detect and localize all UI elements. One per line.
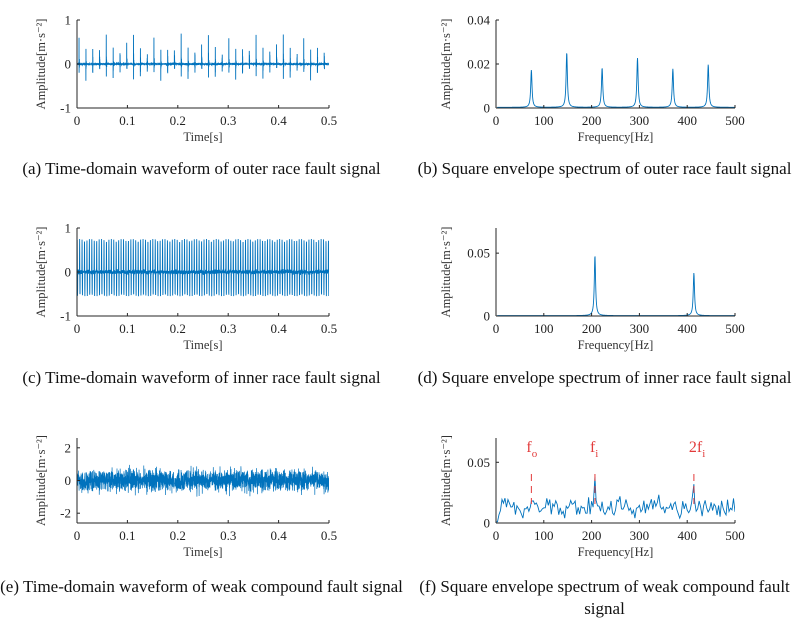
x-tick-label-f: 200 bbox=[582, 528, 602, 543]
x-tick-label-d: 300 bbox=[630, 321, 650, 336]
series-line-a bbox=[77, 33, 329, 81]
y-tick-label-b: 0 bbox=[484, 101, 491, 116]
caption-e: (e) Time-domain waveform of weak compoun… bbox=[0, 577, 403, 596]
x-tick-label-b: 0 bbox=[493, 113, 500, 128]
x-tick-label-e: 0.3 bbox=[220, 528, 236, 543]
x-tick-label-f: 400 bbox=[677, 528, 697, 543]
y-tick-label-c: -1 bbox=[60, 309, 71, 324]
x-tick-label-b: 500 bbox=[725, 113, 745, 128]
x-axis-label-b: Frequency[Hz] bbox=[578, 130, 654, 144]
y-tick-label-d: 0 bbox=[484, 309, 491, 324]
x-tick-label-a: 0.4 bbox=[270, 113, 287, 128]
x-tick-label-d: 0 bbox=[493, 321, 500, 336]
chart-e: 0 0.1 0.2 0.3 0.4 0.520-2Time[s]Amplitude[m·s… bbox=[34, 435, 337, 559]
x-tick-label-e: 0.5 bbox=[321, 528, 337, 543]
y-tick-label-b: 0.02 bbox=[467, 57, 490, 72]
y-tick-label-c: 1 bbox=[65, 221, 72, 236]
annotation-label-fi: fi bbox=[590, 439, 598, 460]
caption-b: (b) Square envelope spectrum of outer ra… bbox=[417, 159, 792, 178]
x-tick-label-d: 400 bbox=[677, 321, 697, 336]
x-tick-label-c: 0.2 bbox=[170, 321, 186, 336]
annotation-label-fo: fo bbox=[526, 439, 537, 460]
y-tick-label-a: -1 bbox=[60, 101, 71, 116]
caption-f: (f) Square envelope spectrum of weak com… bbox=[419, 577, 790, 618]
x-tick-label-e: 0.4 bbox=[270, 528, 287, 543]
y-axis-label-c: Amplitude[m·s⁻²] bbox=[34, 227, 48, 318]
y-axis-label-f: Amplitude[m·s⁻²] bbox=[439, 435, 453, 526]
x-axis-label-e: Time[s] bbox=[183, 545, 222, 559]
caption-d: (d) Square envelope spectrum of inner ra… bbox=[417, 368, 792, 387]
chart-b: 0 100 200 300 400 500 0.04 0.02 0 Frequency[Hz] Am… bbox=[439, 13, 745, 145]
caption-a: (a) Time-domain waveform of outer race f… bbox=[22, 159, 381, 178]
chart-a: 0 0.1 0.2 0.3 0.4 0.510-1Time[s]Amplitude[m·s… bbox=[34, 13, 337, 145]
x-tick-label-d: 100 bbox=[534, 321, 554, 336]
x-tick-label-a: 0.1 bbox=[119, 113, 135, 128]
y-axis-label-e: Amplitude[m·s⁻²] bbox=[34, 435, 48, 526]
x-tick-label-e: 0.2 bbox=[170, 528, 186, 543]
x-tick-label-f: 100 bbox=[534, 528, 554, 543]
chart-d: 0 100 200 300 400 500 0.05 0 Frequency[Hz] Amplit… bbox=[439, 227, 745, 352]
x-tick-label-b: 300 bbox=[630, 113, 650, 128]
chart-f: 0 100 200 300 400 500 0.05 0 Frequency[Hz] Amplit… bbox=[439, 435, 745, 559]
x-axis-label-c: Time[s] bbox=[183, 338, 222, 352]
x-tick-label-d: 500 bbox=[725, 321, 745, 336]
x-tick-label-c: 0.5 bbox=[321, 321, 337, 336]
x-tick-label-e: 0 bbox=[74, 528, 81, 543]
x-tick-label-f: 0 bbox=[493, 528, 500, 543]
y-tick-label-c: 0 bbox=[65, 265, 72, 280]
x-tick-label-a: 0.5 bbox=[321, 113, 337, 128]
x-tick-label-b: 100 bbox=[534, 113, 554, 128]
y-axis-label-b: Amplitude[m·s⁻²] bbox=[439, 19, 453, 110]
series-line-c bbox=[77, 238, 329, 297]
caption-c: (c) Time-domain waveform of inner race f… bbox=[22, 368, 381, 387]
x-tick-label-a: 0.2 bbox=[170, 113, 186, 128]
series-line-b bbox=[496, 53, 735, 108]
x-tick-label-a: 0.3 bbox=[220, 113, 236, 128]
y-tick-label-a: 0 bbox=[65, 57, 72, 72]
series-line-e bbox=[77, 464, 329, 497]
x-tick-label-d: 200 bbox=[582, 321, 602, 336]
chart-c: 0 0.1 0.2 0.3 0.4 0.510-1Time[s]Amplitude[m·s… bbox=[34, 221, 337, 353]
annotation-label-2fi: 2fi bbox=[689, 439, 705, 460]
x-tick-label-c: 0 bbox=[74, 321, 81, 336]
y-tick-label-e: 0 bbox=[65, 473, 72, 488]
y-axis-label-a: Amplitude[m·s⁻²] bbox=[34, 19, 48, 110]
y-tick-label-e: -2 bbox=[60, 506, 71, 521]
x-axis-label-f: Frequency[Hz] bbox=[578, 545, 654, 559]
y-tick-label-d: 0.05 bbox=[467, 246, 490, 261]
y-tick-label-a: 1 bbox=[65, 13, 72, 28]
x-tick-label-c: 0.1 bbox=[119, 321, 135, 336]
y-tick-label-e: 2 bbox=[65, 440, 72, 455]
x-tick-label-e: 0.1 bbox=[119, 528, 135, 543]
y-tick-label-f: 0 bbox=[484, 516, 491, 531]
x-tick-label-c: 0.3 bbox=[220, 321, 236, 336]
y-tick-label-b: 0.04 bbox=[467, 13, 490, 28]
x-tick-label-b: 400 bbox=[677, 113, 697, 128]
y-axis-label-d: Amplitude[m·s⁻²] bbox=[439, 227, 453, 318]
series-line-d bbox=[496, 256, 735, 316]
y-tick-label-f: 0.05 bbox=[467, 455, 490, 470]
x-axis-label-d: Frequency[Hz] bbox=[578, 338, 654, 352]
series-line-f bbox=[496, 476, 735, 523]
x-axis-label-a: Time[s] bbox=[183, 130, 222, 144]
x-tick-label-f: 300 bbox=[630, 528, 650, 543]
x-tick-label-f: 500 bbox=[725, 528, 745, 543]
x-tick-label-b: 200 bbox=[582, 113, 602, 128]
x-tick-label-c: 0.4 bbox=[270, 321, 287, 336]
x-tick-label-a: 0 bbox=[74, 113, 81, 128]
